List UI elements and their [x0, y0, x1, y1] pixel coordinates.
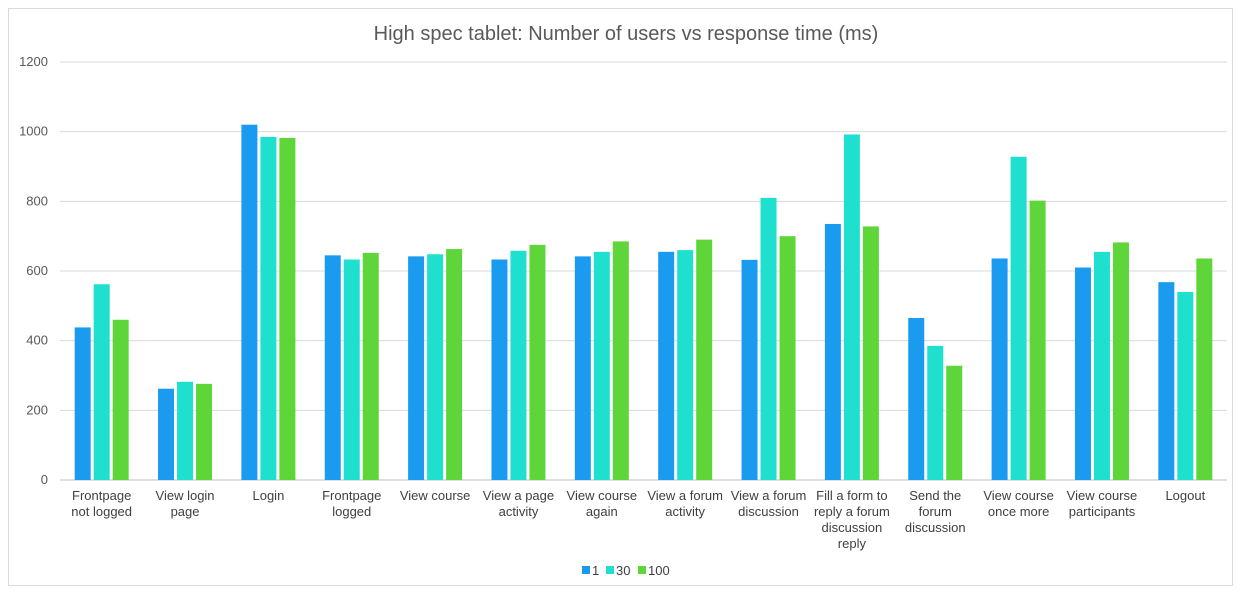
- y-tick-label: 600: [26, 263, 48, 278]
- x-category-label: View course participants: [1067, 488, 1138, 519]
- bar-1-1: [158, 388, 175, 480]
- bar-30-0: [93, 284, 110, 480]
- bar-100-6: [612, 241, 629, 480]
- y-tick-label: 1200: [19, 54, 48, 69]
- x-category-label: View course once more: [983, 488, 1054, 519]
- bar-100-12: [1112, 242, 1129, 480]
- bar-100-3: [362, 252, 379, 480]
- y-tick-label: 200: [26, 402, 48, 417]
- bar-1-2: [241, 124, 258, 480]
- x-category-label: Logout: [1165, 488, 1205, 503]
- bar-100-5: [529, 244, 546, 480]
- legend-label: 30: [616, 563, 630, 578]
- x-category-label: View course: [400, 488, 471, 503]
- bar-1-3: [324, 255, 341, 480]
- bar-30-4: [427, 254, 444, 480]
- bar-30-3: [343, 259, 360, 480]
- bar-100-13: [1196, 258, 1213, 480]
- y-tick-label: 0: [41, 472, 48, 487]
- x-category-label: Frontpage logged: [322, 488, 381, 519]
- y-tick-label: 1000: [19, 124, 48, 139]
- bar-1-12: [1074, 267, 1091, 480]
- legend-swatch-1: [582, 566, 590, 574]
- bar-1-8: [741, 259, 758, 480]
- bar-100-2: [279, 137, 296, 481]
- legend-label: 100: [648, 563, 670, 578]
- bar-100-10: [946, 365, 963, 480]
- bar-30-5: [510, 250, 527, 480]
- legend-label: 1: [592, 563, 599, 578]
- bar-1-5: [491, 259, 508, 480]
- bar-100-0: [112, 319, 129, 480]
- x-category-label: View course again: [567, 488, 638, 519]
- bar-30-8: [760, 197, 777, 480]
- bar-100-11: [1029, 200, 1046, 481]
- x-category-label: Fill a form to reply a forum discussion rep…: [814, 488, 890, 551]
- bar-100-4: [446, 249, 463, 480]
- bar-30-2: [260, 136, 277, 480]
- legend: 1 30 100: [582, 563, 670, 578]
- bar-100-8: [779, 236, 796, 480]
- x-category-label: View login page: [156, 488, 215, 519]
- bar-30-9: [843, 134, 860, 480]
- bar-1-11: [991, 258, 1008, 480]
- bar-30-1: [177, 381, 194, 480]
- legend-swatch-100: [638, 566, 646, 574]
- legend-swatch-30: [606, 566, 614, 574]
- bar-100-1: [196, 383, 213, 480]
- y-tick-label: 400: [26, 333, 48, 348]
- x-category-label: Login: [252, 488, 284, 503]
- chart-title: High spec tablet: Number of users vs res…: [374, 23, 879, 45]
- x-category-label: Frontpage not logged: [71, 488, 132, 519]
- bar-1-9: [824, 223, 841, 480]
- bar-30-12: [1093, 251, 1110, 480]
- bar-30-13: [1177, 291, 1194, 480]
- bar-1-10: [908, 318, 925, 480]
- bars: [74, 124, 1213, 481]
- bar-1-6: [574, 256, 591, 480]
- bar-1-4: [408, 256, 425, 480]
- bar-30-6: [593, 251, 610, 480]
- y-tick-label: 800: [26, 193, 48, 208]
- bar-1-7: [658, 251, 675, 480]
- y-axis-tick-labels: 0 200 400 600 800 1000 1200: [19, 54, 48, 487]
- bar-30-7: [677, 250, 694, 480]
- bar-100-9: [862, 226, 879, 480]
- x-category-label: View a forum activity: [647, 488, 723, 519]
- x-category-label: View a forum discussion: [731, 488, 807, 519]
- bar-100-7: [696, 239, 713, 480]
- gridlines: [60, 61, 1227, 481]
- x-category-label: Send the forum discussion: [905, 488, 966, 535]
- bar-30-10: [927, 345, 944, 480]
- x-category-label: View a page activity: [483, 488, 554, 519]
- bar-1-0: [74, 327, 91, 480]
- x-axis-category-labels: Frontpage not logged View login page Login Fr…: [71, 488, 1205, 551]
- bar-30-11: [1010, 156, 1027, 480]
- bar-1-13: [1158, 282, 1175, 480]
